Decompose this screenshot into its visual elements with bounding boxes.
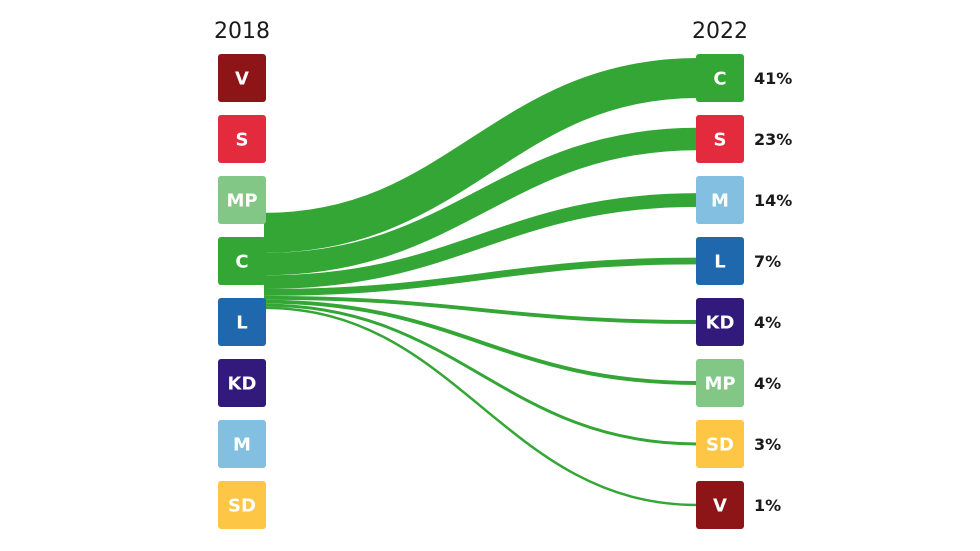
- target-box-l: L: [696, 237, 744, 285]
- target-box-label-mp: MP: [704, 374, 735, 395]
- source-box-label-v: V: [235, 69, 249, 90]
- target-box-rect-kd: [696, 298, 744, 346]
- source-box-c: C: [218, 237, 266, 285]
- flow-s: [263, 127, 699, 276]
- target-box-rect-v: [696, 481, 744, 529]
- target-box-kd: KD: [696, 298, 744, 346]
- target-box-label-s: S: [714, 130, 727, 151]
- source-box-sd: SD: [218, 481, 266, 529]
- target-box-label-kd: KD: [706, 313, 735, 334]
- source-box-rect-c: [218, 237, 266, 285]
- target-column: C 41% S 23% M 14% L 7% KD 4% MP 4% SD 3% V 1%: [696, 54, 792, 529]
- source-year-label: 2018: [214, 19, 270, 44]
- target-box-rect-sd: [696, 420, 744, 468]
- source-box-label-s: S: [236, 130, 249, 151]
- flow-paths: [263, 58, 699, 507]
- target-box-label-l: L: [714, 252, 725, 273]
- flow-l: [263, 257, 699, 296]
- target-box-label-v: V: [713, 496, 727, 517]
- target-pct-l: 7%: [754, 252, 781, 271]
- target-box-rect-c: [696, 54, 744, 102]
- source-box-label-m: M: [233, 435, 251, 456]
- target-pct-s: 23%: [754, 130, 792, 149]
- target-box-rect-l: [696, 237, 744, 285]
- source-box-rect-v: [218, 54, 266, 102]
- source-box-label-kd: KD: [228, 374, 257, 395]
- source-box-s: S: [218, 115, 266, 163]
- source-box-kd: KD: [218, 359, 266, 407]
- target-box-mp: MP: [696, 359, 744, 407]
- source-box-rect-m: [218, 420, 266, 468]
- source-box-label-sd: SD: [228, 496, 256, 517]
- target-pct-mp: 4%: [754, 374, 781, 393]
- source-box-l: L: [218, 298, 266, 346]
- target-box-label-sd: SD: [706, 435, 734, 456]
- target-box-v: V: [696, 481, 744, 529]
- flow-sd: [263, 303, 699, 446]
- source-box-rect-s: [218, 115, 266, 163]
- flow-m: [263, 193, 699, 290]
- source-box-label-c: C: [235, 252, 248, 273]
- target-box-rect-mp: [696, 359, 744, 407]
- flow-v: [263, 306, 699, 507]
- target-box-s: S: [696, 115, 744, 163]
- source-column: V S MP C L KD M SD: [218, 54, 266, 529]
- flow-kd: [263, 295, 699, 324]
- source-box-rect-mp: [218, 176, 266, 224]
- target-pct-m: 14%: [754, 191, 792, 210]
- target-pct-kd: 4%: [754, 313, 781, 332]
- source-box-mp: MP: [218, 176, 266, 224]
- source-box-label-l: L: [236, 313, 247, 334]
- target-box-c: C: [696, 54, 744, 102]
- target-box-sd: SD: [696, 420, 744, 468]
- target-pct-v: 1%: [754, 496, 781, 515]
- target-year-label: 2022: [692, 19, 748, 44]
- source-box-rect-sd: [218, 481, 266, 529]
- source-box-rect-kd: [218, 359, 266, 407]
- source-box-m: M: [218, 420, 266, 468]
- target-pct-c: 41%: [754, 69, 792, 88]
- target-box-rect-m: [696, 176, 744, 224]
- target-box-label-m: M: [711, 191, 729, 212]
- flow-c: [263, 58, 699, 253]
- source-box-v: V: [218, 54, 266, 102]
- target-box-m: M: [696, 176, 744, 224]
- source-box-label-mp: MP: [226, 191, 257, 212]
- source-box-rect-l: [218, 298, 266, 346]
- target-box-label-c: C: [713, 69, 726, 90]
- flow-mp: [263, 299, 699, 385]
- target-box-rect-s: [696, 115, 744, 163]
- target-pct-sd: 3%: [754, 435, 781, 454]
